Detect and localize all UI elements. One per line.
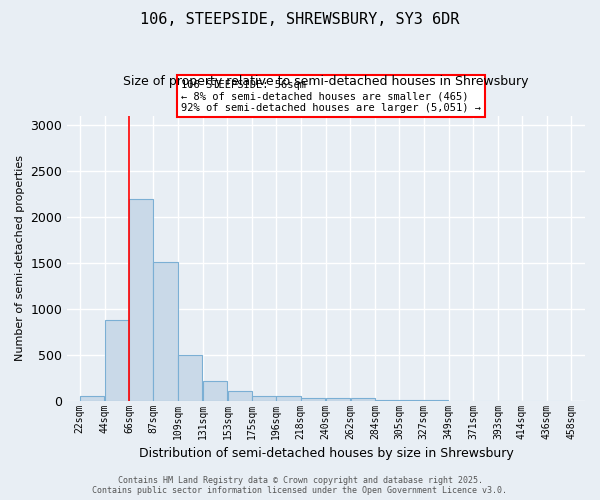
Text: 106, STEEPSIDE, SHREWSBURY, SY3 6DR: 106, STEEPSIDE, SHREWSBURY, SY3 6DR: [140, 12, 460, 28]
Bar: [276, 396, 301, 400]
Bar: [350, 398, 375, 400]
Bar: [301, 398, 325, 400]
Bar: [227, 392, 252, 400]
X-axis label: Distribution of semi-detached houses by size in Shrewsbury: Distribution of semi-detached houses by …: [139, 447, 514, 460]
Bar: [153, 262, 178, 400]
Bar: [80, 396, 104, 400]
Text: Contains HM Land Registry data © Crown copyright and database right 2025.
Contai: Contains HM Land Registry data © Crown c…: [92, 476, 508, 495]
Bar: [253, 396, 276, 400]
Bar: [178, 354, 202, 401]
Bar: [326, 398, 350, 400]
Bar: [130, 199, 153, 400]
Y-axis label: Number of semi-detached properties: Number of semi-detached properties: [15, 155, 25, 361]
Bar: [104, 320, 129, 400]
Text: 106 STEEPSIDE: 56sqm
← 8% of semi-detached houses are smaller (465)
92% of semi-: 106 STEEPSIDE: 56sqm ← 8% of semi-detach…: [181, 80, 481, 112]
Title: Size of property relative to semi-detached houses in Shrewsbury: Size of property relative to semi-detach…: [124, 75, 529, 88]
Bar: [203, 381, 227, 400]
